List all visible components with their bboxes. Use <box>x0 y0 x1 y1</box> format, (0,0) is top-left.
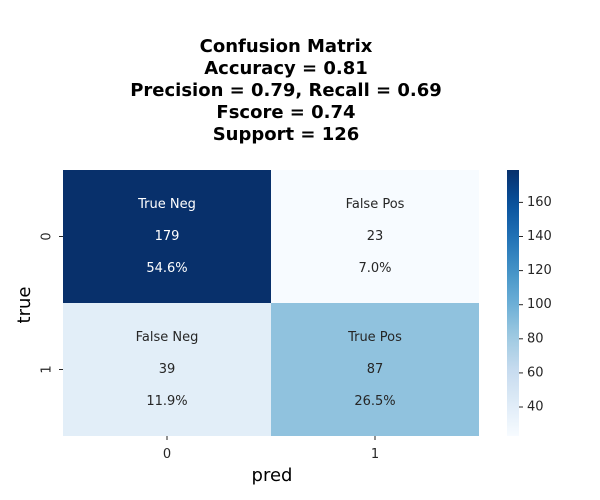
title-line: Support = 126 <box>213 124 360 145</box>
cell-percent: 26.5% <box>354 394 395 409</box>
colorbar-tick-label: 120 <box>527 263 552 278</box>
cell-percent: 7.0% <box>358 261 391 276</box>
cell-count: 23 <box>367 229 384 244</box>
cell-count: 87 <box>367 362 384 377</box>
y-tick-label: 0 <box>40 232 55 240</box>
x-tick-label: 1 <box>371 447 379 462</box>
colorbar-tick-label: 80 <box>527 331 544 346</box>
x-axis-label: pred <box>252 465 293 486</box>
title-line: Accuracy = 0.81 <box>204 58 368 79</box>
colorbar-gradient <box>507 170 519 436</box>
x-tick-label: 0 <box>163 447 171 462</box>
cell-label: True Neg <box>137 197 196 212</box>
heatmap-cell <box>63 170 271 303</box>
heatmap-cell <box>271 303 479 436</box>
title-line: Fscore = 0.74 <box>216 102 355 123</box>
cell-count: 179 <box>155 229 180 244</box>
cell-count: 39 <box>159 362 176 377</box>
y-axis-label: true <box>14 287 35 324</box>
colorbar-tick-label: 160 <box>527 195 552 210</box>
cell-percent: 54.6% <box>146 261 187 276</box>
heatmap-cell <box>63 303 271 436</box>
colorbar-tick-label: 140 <box>527 229 552 244</box>
heatmap-cell <box>271 170 479 303</box>
chart-title: Confusion Matrix Accuracy = 0.81 Precisi… <box>130 36 442 145</box>
cell-percent: 11.9% <box>146 394 187 409</box>
title-line: Precision = 0.79, Recall = 0.69 <box>130 80 442 101</box>
colorbar-tick-label: 40 <box>527 400 544 415</box>
y-tick-label: 1 <box>40 365 55 373</box>
heatmap-grid: True Neg 179 54.6% False Pos 23 7.0% False Neg… <box>63 170 479 436</box>
y-axis: 01 <box>40 232 63 374</box>
colorbar: 40 60 80 100 120 140 160 <box>507 170 552 436</box>
title-line: Confusion Matrix <box>200 36 373 57</box>
colorbar-tick-label: 60 <box>527 365 544 380</box>
cell-label: False Neg <box>136 330 199 345</box>
cell-label: False Pos <box>346 197 405 212</box>
colorbar-tick-label: 100 <box>527 297 552 312</box>
cell-label: True Pos <box>347 330 402 345</box>
